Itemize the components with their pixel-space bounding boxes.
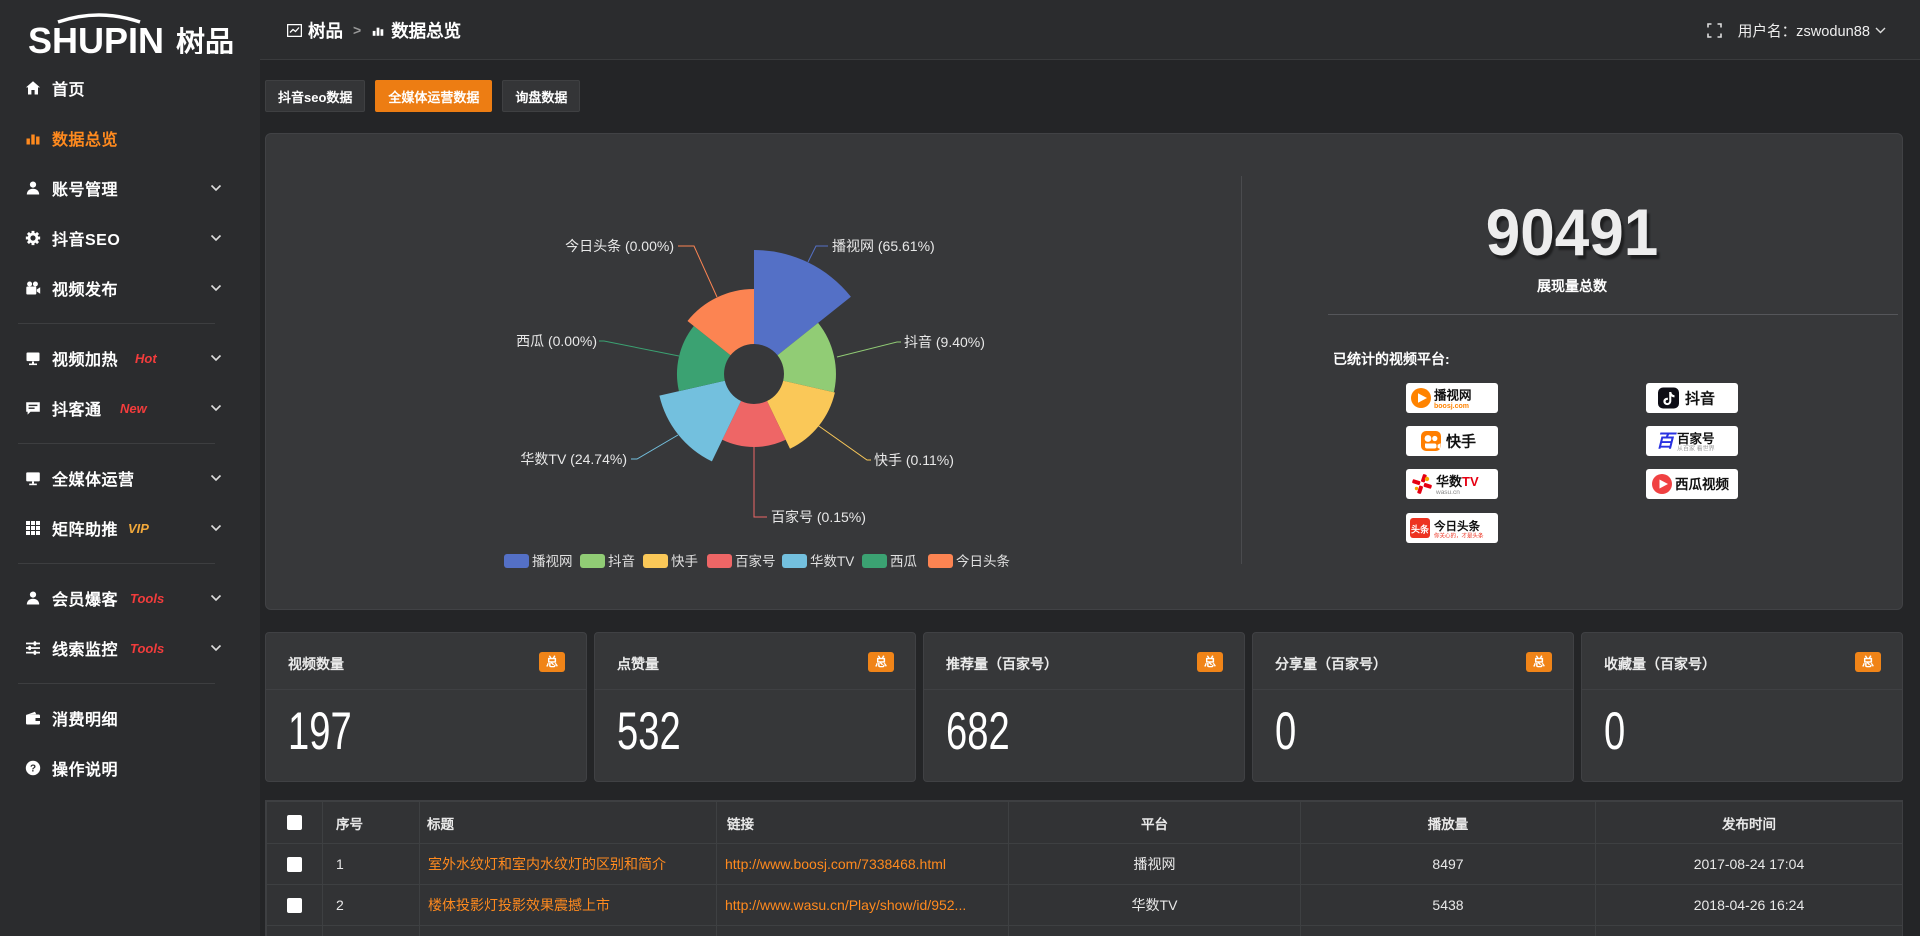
svg-text:今日头条: 今日头条 (1433, 519, 1480, 533)
svg-text:西瓜视频: 西瓜视频 (1675, 476, 1729, 492)
svg-text:SHUPIN: SHUPIN (28, 20, 164, 54)
svg-text:今日头条: 今日头条 (956, 553, 1010, 569)
svg-text:boosj.com: boosj.com (1434, 403, 1469, 410)
svg-text:抖音: 抖音 (608, 553, 635, 569)
svg-text:百家号 (0.15%): 百家号 (0.15%) (771, 509, 866, 525)
svg-text:百家号: 百家号 (735, 553, 776, 569)
svg-text:抖音 (9.40%): 抖音 (9.40%) (904, 334, 985, 350)
svg-text:华数TV: 华数TV (810, 554, 854, 569)
svg-text:头条: 头条 (1411, 524, 1430, 535)
svg-text:快手: 快手 (1446, 433, 1476, 451)
svg-text:播视网: 播视网 (532, 554, 573, 569)
svg-text:你关心的，才是头条: 你关心的，才是头条 (1434, 532, 1484, 540)
svg-text:快手 (0.11%): 快手 (0.11%) (874, 452, 954, 468)
svg-text:抖音: 抖音 (1685, 390, 1715, 408)
svg-text:快手: 快手 (671, 554, 698, 569)
svg-text:西瓜 (0.00%): 西瓜 (0.00%) (516, 333, 597, 349)
svg-text:华数TV: 华数TV (1436, 474, 1479, 489)
svg-text:百: 百 (1656, 431, 1677, 451)
svg-text:播视网: 播视网 (1434, 388, 1472, 403)
svg-text:今日头条 (0.00%): 今日头条 (0.00%) (565, 238, 674, 254)
svg-text:西瓜: 西瓜 (890, 554, 918, 569)
svg-text:播视网 (65.61%): 播视网 (65.61%) (832, 238, 935, 254)
svg-text:树品: 树品 (176, 26, 234, 54)
svg-text:?: ? (30, 764, 36, 775)
svg-text:wasu.cn: wasu.cn (1435, 489, 1460, 496)
svg-text:百家号: 百家号 (1677, 431, 1715, 446)
svg-text:从百家 看世界: 从百家 看世界 (1677, 445, 1715, 453)
svg-text:华数TV (24.74%): 华数TV (24.74%) (520, 451, 627, 467)
